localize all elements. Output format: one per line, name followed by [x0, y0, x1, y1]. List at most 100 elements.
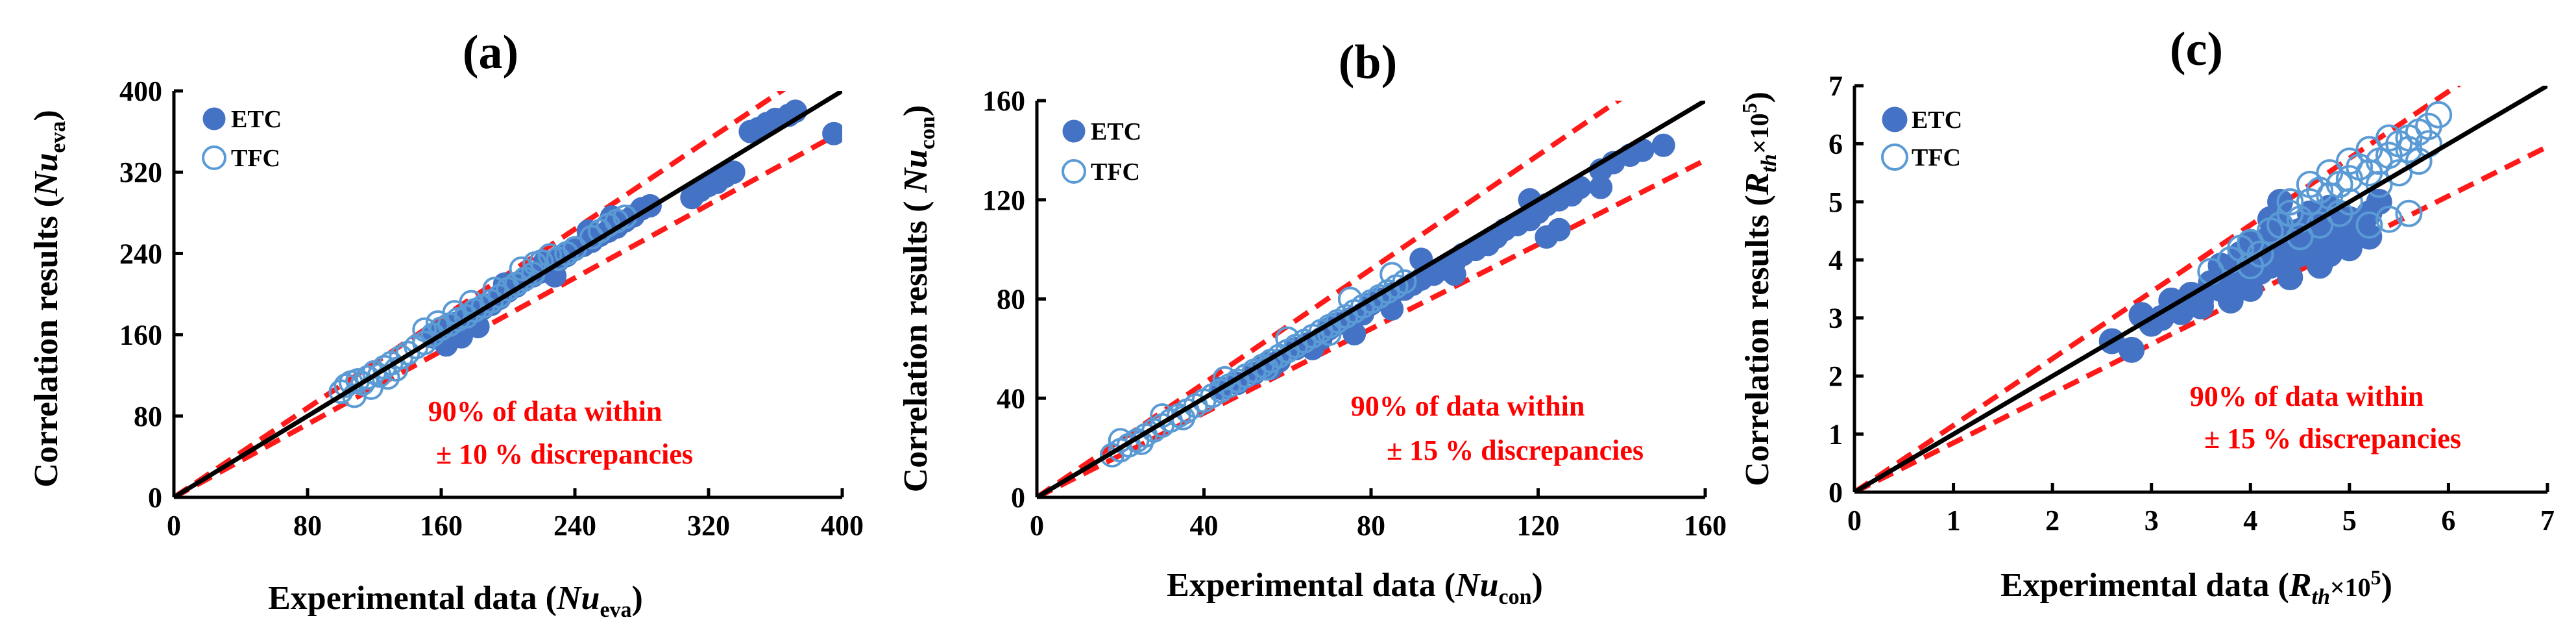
panel-a-ylabel-suffix: ) — [28, 110, 65, 121]
panel-c-tfc-point — [2296, 171, 2324, 199]
panel-c-ylabel: Correlation results (Rth×105) — [1738, 92, 1781, 486]
panel-a-tfc-point — [487, 284, 513, 309]
panel-a-ideal-line — [174, 91, 842, 497]
panel-c-x-tick-label: 6 — [2441, 504, 2455, 536]
panel-a-ylabel-var: Nu — [28, 153, 65, 197]
panel-b-xlabel: Experimental data (Nucon) — [1167, 567, 1543, 609]
panel-b-legend-label-etc: ETC — [1091, 118, 1141, 145]
panel-a-legend: ETC TFC — [202, 106, 282, 172]
panel-c-x-tick-label: 4 — [2243, 504, 2257, 536]
panel-b-ylabel-suffix: ) — [897, 105, 934, 116]
panel-b-etc-point — [1651, 133, 1675, 157]
panel-b-xlabel-prefix: Experimental data ( — [1167, 567, 1455, 604]
panel-b-y-tick-label: 80 — [997, 284, 1025, 316]
panel-c-tfc-point — [2385, 159, 2413, 187]
panel-c-legend-label-etc: ETC — [1912, 106, 1962, 134]
panel-c-y-tick-label: 6 — [1829, 128, 1843, 160]
panel-a-xlabel-sub: eva — [600, 598, 631, 622]
panel-a-legend-label-tfc: TFC — [231, 145, 280, 172]
panel-c-tfc-point — [2375, 205, 2403, 233]
panel-b-xlabel-suffix: ) — [1532, 567, 1543, 604]
panel-a-annotation-line1: 90% of data within — [428, 395, 662, 427]
panel-a-x-tick-label: 0 — [167, 510, 181, 542]
panel-c-legend-marker-tfc — [1881, 143, 1908, 171]
panel-c-x-tick-label: 7 — [2540, 504, 2555, 536]
panel-c-legend: ETC TFC — [1881, 106, 1962, 171]
panel-b-tfc-point — [1392, 269, 1417, 294]
panel-b-x-tick-label: 120 — [1517, 510, 1560, 542]
panel-b-x-tick-label: 40 — [1190, 510, 1219, 542]
panel-a-x-tick-label: 80 — [293, 510, 322, 542]
panel-a-xlabel-suffix: ) — [632, 580, 643, 617]
panel-a-xlabel: Experimental data (Nueva) — [268, 580, 643, 622]
panel-b-lower-band-line — [1037, 158, 1705, 497]
panel-a-legend-label-etc: ETC — [231, 106, 282, 133]
panel-c-tfc-point — [2355, 211, 2383, 239]
panel-c-annotation-line1: 90% of data within — [2190, 380, 2424, 412]
panel-c-xlabel: Experimental data (Rth×105) — [2000, 566, 2392, 609]
panel-b-y-tick-label: 40 — [997, 382, 1025, 414]
panel-b-xlabel-sub: con — [1499, 585, 1532, 609]
panel-c-xlabel-var: R — [2289, 567, 2312, 604]
panel-c-y-tick-label: 7 — [1829, 70, 1843, 102]
panel-a-legend-marker-tfc — [202, 145, 226, 170]
panel-c-y-tick-label: 4 — [1829, 244, 1843, 276]
panel-a-tfc-point — [509, 256, 534, 281]
panel-c-x-tick-label: 0 — [1847, 504, 1862, 536]
panel-a-x-tick-label: 240 — [553, 510, 596, 542]
panel-a-annotation-line2: ± 10 % discrepancies — [436, 438, 693, 470]
panel-b-x-tick-label: 80 — [1357, 510, 1385, 542]
panel-b-legend-marker-etc — [1062, 119, 1086, 143]
panel-c-ylabel-suffix: ) — [1739, 92, 1776, 103]
panel-c-x-tick-label: 5 — [2342, 504, 2357, 536]
panel-c-etc-point — [2277, 247, 2303, 273]
panel-b-annotation-line1: 90% of data within — [1351, 390, 1585, 422]
panel-b-x-tick-label: 0 — [1030, 510, 1044, 542]
panel-a-x-tick-label: 320 — [687, 510, 730, 542]
panel-a-ylabel-prefix: Correlation results ( — [28, 196, 65, 488]
panel-b: (b) 0 40 80 120 160 0 40 80 120 160 ETC TFC 90% of… — [897, 36, 1727, 609]
panel-b-marks — [1037, 101, 1705, 497]
panel-b-y-tick-label: 120 — [982, 184, 1025, 216]
panel-c-title: (c) — [2170, 23, 2223, 76]
panel-c-tfc-point — [2355, 136, 2383, 164]
panel-c-etc-point — [2119, 336, 2145, 363]
panel-c-tfc-point — [2276, 188, 2304, 216]
panel-a-y-tick-label: 80 — [134, 401, 162, 432]
panel-b-ylabel-var: Nu — [897, 149, 934, 193]
panel-c-ylabel-sup: 5 — [1738, 103, 1761, 113]
panel-a-y-tick-label: 160 — [119, 319, 162, 351]
panel-a-tfc-point — [522, 251, 548, 277]
panel-a-tfc-point — [412, 330, 437, 356]
panel-b-ideal-line — [1037, 101, 1705, 497]
panel-a-title: (a) — [463, 26, 518, 79]
panel-b-y-tick-label: 160 — [982, 85, 1025, 117]
panel-c-ylabel-mid: ×10 — [1745, 113, 1774, 154]
panel-c: (c) 0 1 2 3 4 5 6 7 0 1 2 3 4 5 6 7 ETC TFC 90% of data … — [1738, 23, 2555, 609]
panel-b-annotation-line2: ± 15 % discrepancies — [1387, 434, 1644, 466]
panel-a-x-tick-label: 160 — [420, 510, 463, 542]
panel-a-tfc-point — [459, 290, 484, 315]
panel-a-y-tick-label: 0 — [148, 482, 162, 514]
panel-c-x-tick-label: 1 — [1947, 504, 1961, 536]
panel-a-etc-point — [722, 160, 746, 184]
panel-a-legend-marker-etc — [202, 107, 226, 131]
panel-a-xlabel-var: Nu — [556, 580, 600, 617]
panel-c-tfc-point — [2365, 171, 2393, 199]
panel-a-y-tick-label: 240 — [119, 238, 162, 269]
panel-c-x-tick-label: 3 — [2145, 504, 2159, 536]
panel-c-legend-label-tfc: TFC — [1912, 144, 1961, 171]
panel-c-xlabel-prefix: Experimental data ( — [2000, 567, 2289, 604]
panel-c-xlabel-mid: ×10 — [2330, 573, 2371, 602]
panel-c-tfc-point — [2335, 147, 2363, 175]
panel-c-y-tick-label: 2 — [1829, 360, 1843, 392]
panel-a-tfc-point — [412, 317, 437, 342]
panel-c-axes: 0 1 2 3 4 5 6 7 0 1 2 3 4 5 6 7 — [1829, 70, 2555, 536]
panel-c-tfc-point — [2316, 159, 2344, 187]
panel-b-legend-marker-tfc — [1062, 159, 1086, 184]
panel-b-xlabel-var: Nu — [1455, 567, 1498, 604]
panel-b-title: (b) — [1339, 36, 1397, 89]
panel-c-ylabel-var: R — [1739, 173, 1776, 196]
panel-c-xlabel-sub: th — [2312, 585, 2330, 609]
